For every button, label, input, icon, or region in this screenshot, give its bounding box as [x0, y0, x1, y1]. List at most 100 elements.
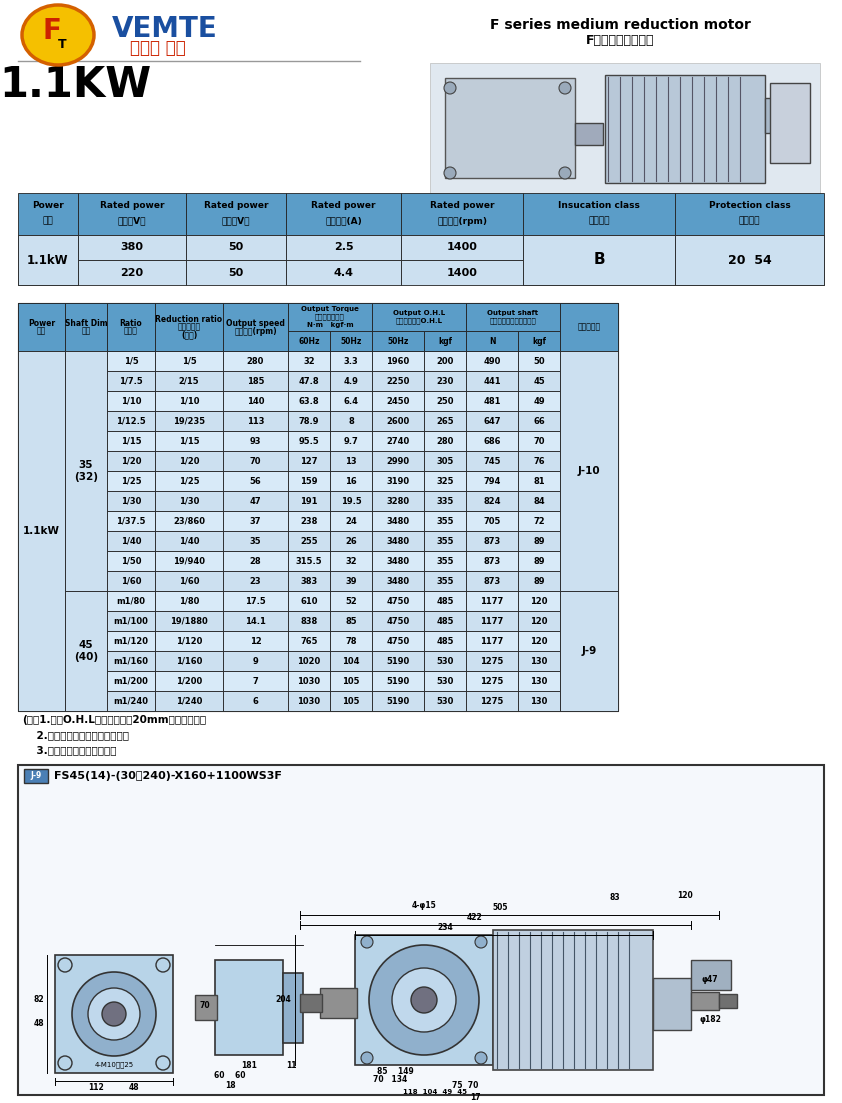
- Bar: [288, 511, 330, 531]
- Bar: [691, 992, 719, 1010]
- Bar: [424, 591, 466, 611]
- Bar: [518, 390, 560, 411]
- Bar: [223, 451, 288, 471]
- Text: 159: 159: [301, 476, 317, 485]
- Text: FS45(14)-(30～240)-X160+1100WS3F: FS45(14)-(30～240)-X160+1100WS3F: [54, 771, 282, 781]
- Text: 減速機 電機: 減速機 電機: [131, 39, 186, 57]
- Bar: [466, 671, 518, 690]
- Text: 85: 85: [345, 617, 357, 625]
- Text: 66: 66: [533, 417, 545, 426]
- Text: Output O.H.L: Output O.H.L: [393, 310, 445, 317]
- Text: 255: 255: [301, 536, 317, 546]
- Bar: [372, 303, 466, 331]
- Bar: [691, 960, 731, 990]
- Bar: [330, 690, 372, 711]
- Text: 功率: 功率: [43, 216, 53, 225]
- Bar: [675, 235, 824, 285]
- Text: B: B: [593, 253, 605, 268]
- Bar: [560, 471, 618, 491]
- Circle shape: [58, 1056, 72, 1070]
- Bar: [155, 651, 223, 671]
- Text: 輸出軸承軸承自身力負尽: 輸出軸承軸承自身力負尽: [490, 318, 536, 324]
- Bar: [155, 571, 223, 591]
- Text: 17.5: 17.5: [245, 597, 266, 606]
- Bar: [223, 690, 288, 711]
- Text: 19/235: 19/235: [173, 417, 205, 426]
- Bar: [65, 451, 107, 471]
- Bar: [372, 552, 424, 571]
- Bar: [466, 411, 518, 431]
- Bar: [223, 371, 288, 390]
- Bar: [424, 390, 466, 411]
- Bar: [372, 303, 424, 351]
- Bar: [223, 571, 288, 591]
- Bar: [518, 451, 560, 471]
- Bar: [560, 690, 618, 711]
- Text: 1/200: 1/200: [176, 676, 202, 685]
- Text: Output speed: Output speed: [226, 319, 285, 328]
- Bar: [466, 303, 560, 331]
- Text: 1/20: 1/20: [120, 457, 141, 465]
- Text: 8: 8: [348, 417, 354, 426]
- Bar: [560, 303, 618, 351]
- Text: 485: 485: [436, 597, 454, 606]
- Bar: [330, 331, 372, 351]
- Bar: [372, 591, 424, 611]
- Text: 16: 16: [345, 476, 357, 485]
- Text: 325: 325: [436, 476, 454, 485]
- Bar: [155, 411, 223, 431]
- Text: 1177: 1177: [481, 617, 504, 625]
- Text: 1/15: 1/15: [179, 437, 200, 446]
- Bar: [424, 451, 466, 471]
- Text: Rated power: Rated power: [204, 201, 269, 210]
- Bar: [18, 651, 65, 671]
- Text: Rated power: Rated power: [99, 201, 164, 210]
- Text: 3280: 3280: [386, 496, 409, 505]
- Text: 490: 490: [483, 356, 501, 365]
- Bar: [372, 471, 424, 491]
- Bar: [155, 591, 223, 611]
- Bar: [288, 471, 330, 491]
- Bar: [155, 303, 223, 351]
- Text: 47: 47: [250, 496, 261, 505]
- Circle shape: [88, 988, 140, 1040]
- Bar: [65, 552, 107, 571]
- Text: 1275: 1275: [480, 676, 504, 685]
- Circle shape: [156, 959, 170, 972]
- Bar: [223, 531, 288, 552]
- Bar: [223, 491, 288, 511]
- Text: 48: 48: [129, 1082, 139, 1092]
- Bar: [107, 303, 155, 351]
- Bar: [286, 193, 401, 235]
- Text: 2600: 2600: [386, 417, 409, 426]
- Bar: [575, 124, 603, 144]
- Bar: [186, 193, 286, 235]
- Text: 23/860: 23/860: [173, 516, 205, 525]
- Text: (注）1.尽將O.H.L為輸出軸端面20mm位置的數値。: (注）1.尽將O.H.L為輸出軸端面20mm位置的數値。: [22, 715, 206, 725]
- Circle shape: [72, 972, 156, 1056]
- Bar: [466, 651, 518, 671]
- Text: 額定電流(A): 額定電流(A): [325, 216, 362, 225]
- Text: 4.4: 4.4: [333, 268, 354, 278]
- Bar: [518, 552, 560, 571]
- Bar: [765, 98, 805, 133]
- Text: 6: 6: [253, 696, 258, 706]
- Text: 50: 50: [533, 356, 545, 365]
- Text: 52: 52: [345, 597, 357, 606]
- Text: φ47: φ47: [701, 975, 718, 985]
- Bar: [424, 552, 466, 571]
- Text: 280: 280: [247, 356, 264, 365]
- Bar: [18, 303, 65, 351]
- Bar: [107, 411, 155, 431]
- Bar: [107, 451, 155, 471]
- Bar: [330, 390, 372, 411]
- Bar: [107, 303, 155, 351]
- Text: 額定轉速(rpm): 額定轉速(rpm): [437, 216, 487, 225]
- Text: 1.1kW: 1.1kW: [23, 526, 60, 536]
- Text: 81: 81: [533, 476, 545, 485]
- Text: 48: 48: [34, 1019, 45, 1028]
- Text: 50: 50: [228, 243, 243, 253]
- Bar: [288, 690, 330, 711]
- Text: 181: 181: [241, 1060, 257, 1070]
- Text: 530: 530: [436, 696, 454, 706]
